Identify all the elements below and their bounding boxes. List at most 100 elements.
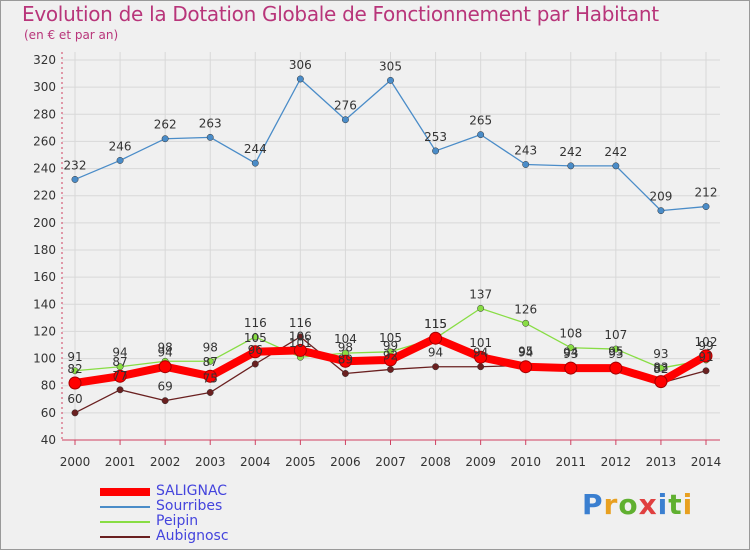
data-point-salignac (429, 331, 443, 345)
x-tick-label: 2013 (646, 455, 677, 469)
data-label-aubignosc: 94 (473, 346, 488, 360)
logo-letter: i (682, 488, 694, 521)
data-label-sourribes: 305 (379, 59, 402, 73)
data-label-peipin: 98 (203, 340, 218, 354)
data-point-sourribes (432, 147, 440, 155)
data-label-salignac: 106 (289, 329, 312, 343)
data-label-salignac: 98 (338, 340, 353, 354)
data-point-salignac (564, 361, 578, 375)
x-tick-label: 2000 (60, 455, 91, 469)
data-label-salignac: 115 (424, 317, 447, 331)
x-tick-label: 2014 (691, 455, 722, 469)
data-point-peipin (522, 319, 530, 327)
y-tick-label: 260 (33, 134, 56, 148)
data-label-salignac: 87 (112, 355, 127, 369)
data-label-aubignosc: 82 (653, 362, 668, 376)
data-label-peipin: 99 (698, 339, 713, 353)
data-label-peipin: 137 (469, 287, 492, 301)
data-label-peipin: 98 (158, 340, 173, 354)
logo-letter: i (657, 488, 669, 521)
data-label-sourribes: 242 (559, 145, 582, 159)
data-point-salignac (68, 376, 82, 390)
data-label-aubignosc: 94 (563, 346, 578, 360)
data-label-salignac: 101 (469, 336, 492, 350)
data-point-sourribes (296, 75, 304, 83)
data-point-aubignosc (296, 333, 304, 341)
x-tick-label: 2004 (240, 455, 271, 469)
data-point-salignac (158, 360, 172, 374)
data-label-sourribes: 262 (154, 118, 177, 132)
data-point-salignac (654, 375, 668, 389)
data-label-aubignosc: 95 (608, 344, 623, 358)
legend-swatch-salignac (100, 488, 150, 496)
data-label-aubignosc: 77 (112, 369, 127, 383)
data-label-peipin: 107 (604, 328, 627, 342)
data-label-aubignosc: 89 (338, 353, 353, 367)
legend-swatch-aubignosc (100, 536, 150, 538)
y-tick-label: 120 (33, 324, 56, 338)
data-label-peipin: 93 (653, 347, 668, 361)
y-tick-label: 300 (33, 80, 56, 94)
legend-swatch-peipin (100, 521, 150, 523)
proxiti-logo: Proxiti (582, 488, 693, 521)
x-tick-label: 2010 (510, 455, 541, 469)
data-label-aubignosc: 69 (158, 380, 173, 394)
data-point-sourribes (206, 133, 214, 141)
data-point-sourribes (477, 131, 485, 139)
data-label-salignac: 99 (383, 339, 398, 353)
y-tick-label: 280 (33, 107, 56, 121)
data-point-aubignosc (341, 370, 349, 377)
data-point-peipin (251, 333, 259, 341)
data-label-aubignosc: 116 (289, 316, 312, 330)
data-point-aubignosc (387, 365, 394, 373)
data-label-peipin: 126 (514, 302, 537, 316)
logo-letter: x (638, 488, 658, 521)
data-point-aubignosc (702, 367, 710, 375)
data-label-sourribes: 265 (469, 114, 492, 128)
data-point-sourribes (161, 135, 169, 143)
data-label-salignac: 94 (518, 346, 533, 360)
data-label-sourribes: 263 (199, 116, 222, 130)
data-point-aubignosc (432, 363, 440, 371)
y-tick-label: 240 (33, 162, 56, 176)
data-label-sourribes: 244 (244, 142, 267, 156)
data-label-aubignosc: 60 (67, 392, 82, 406)
data-label-salignac: 83 (653, 361, 668, 375)
data-point-aubignosc (116, 386, 124, 394)
data-label-salignac: 93 (608, 347, 623, 361)
data-label-peipin: 105 (379, 331, 402, 345)
data-point-peipin (71, 367, 79, 375)
data-point-salignac (519, 360, 533, 374)
data-label-sourribes: 232 (64, 158, 87, 172)
data-point-salignac (699, 349, 713, 363)
data-point-peipin (567, 344, 575, 352)
data-label-sourribes: 253 (424, 130, 447, 144)
data-point-salignac (384, 353, 397, 367)
data-point-salignac (248, 345, 262, 359)
data-point-sourribes (702, 203, 710, 211)
data-point-salignac (609, 361, 623, 375)
legend-label-sourribes: Sourribes (156, 498, 223, 514)
logo-letter: r (603, 488, 619, 521)
y-tick-label: 140 (33, 297, 56, 311)
data-label-peipin: 104 (334, 332, 357, 346)
data-label-salignac: 105 (244, 331, 267, 345)
data-point-salignac (203, 369, 217, 383)
data-label-aubignosc: 92 (383, 348, 398, 362)
x-tick-label: 2005 (285, 455, 316, 469)
logo-letter: o (618, 488, 639, 521)
data-point-aubignosc (477, 363, 485, 371)
data-point-sourribes (657, 207, 665, 215)
data-point-salignac (113, 369, 127, 383)
legend-label-salignac: SALIGNAC (156, 483, 228, 499)
data-point-salignac (293, 343, 307, 357)
y-tick-label: 220 (33, 189, 56, 203)
chart-subtitle: (en € et par an) (24, 28, 119, 42)
data-label-sourribes: 306 (289, 58, 312, 72)
data-point-peipin (477, 304, 485, 312)
data-label-salignac: 94 (158, 346, 173, 360)
data-point-sourribes (387, 76, 394, 84)
data-point-peipin (612, 345, 620, 353)
